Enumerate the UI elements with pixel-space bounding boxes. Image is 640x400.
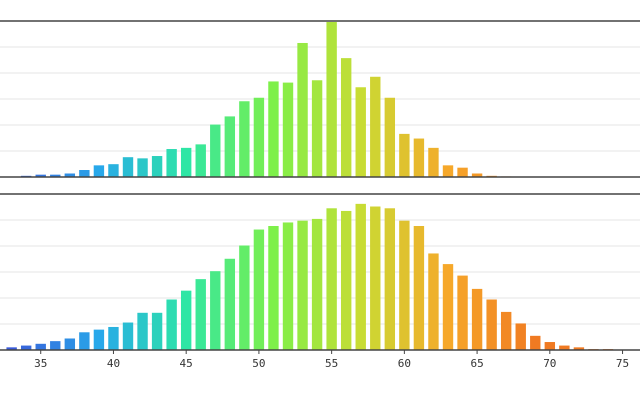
bottom-histogram-bar <box>471 288 483 350</box>
top-histogram-bar <box>108 164 119 177</box>
bottom-histogram-bar <box>93 329 105 350</box>
top-histogram-bar <box>297 42 308 178</box>
top-histogram-bar <box>282 82 294 177</box>
top-histogram-bar <box>79 170 90 177</box>
top-histogram-bar <box>384 97 396 177</box>
top-histogram-bar <box>64 173 76 177</box>
x-tick-label: 50 <box>252 357 265 370</box>
top-histogram-bar <box>413 138 425 177</box>
bottom-histogram-bar <box>108 326 119 350</box>
x-tick-label: 45 <box>180 357 193 370</box>
top-histogram-bar <box>428 147 439 177</box>
bottom-histogram-bar <box>79 332 90 350</box>
top-histogram-bar <box>340 58 352 177</box>
bottom-histogram-panel <box>0 193 640 351</box>
top-histogram-bar <box>471 173 483 177</box>
bottom-histogram-bar <box>413 226 425 350</box>
x-tick-label: 35 <box>34 357 47 370</box>
bottom-histogram-bar <box>195 279 206 350</box>
bottom-histogram-bar <box>384 208 396 350</box>
top-histogram-bar <box>195 144 206 177</box>
bottom-histogram-bar <box>50 341 61 350</box>
bottom-histogram-bar <box>137 312 148 350</box>
top-histogram-bar <box>35 174 46 177</box>
x-axis: 35 40 45 50 55 60 65 70 75 <box>34 350 629 370</box>
bottom-histogram-bar <box>544 342 556 350</box>
x-tick-label: 75 <box>616 357 629 370</box>
top-histogram-bar <box>180 147 192 177</box>
bottom-histogram-bar <box>355 203 366 350</box>
top-histogram-bar <box>370 76 381 177</box>
bottom-histogram-bar <box>268 226 279 350</box>
bottom-histogram-bar <box>180 290 192 350</box>
top-histogram-bar <box>210 124 221 177</box>
bottom-histogram-bar <box>6 347 17 350</box>
bottom-histogram-bar <box>297 220 308 350</box>
bottom-histogram-bar <box>399 220 410 350</box>
bottom-histogram-bar <box>573 347 585 350</box>
bottom-histogram-bar <box>442 264 454 350</box>
bottom-histogram-bar <box>457 275 468 350</box>
x-tick-label: 65 <box>470 357 483 370</box>
bottom-histogram-bar <box>64 338 76 350</box>
top-histogram-bar <box>93 165 105 177</box>
bottom-histogram-bar <box>311 218 323 350</box>
bottom-histogram-bar <box>253 229 265 350</box>
top-histogram-bar <box>137 158 148 177</box>
bottom-histogram-bar <box>500 311 512 350</box>
top-histogram-bar <box>166 149 177 177</box>
bottom-histogram-bar <box>559 345 570 350</box>
bottom-histogram-bar <box>166 299 177 350</box>
top-histogram-bar <box>326 22 337 177</box>
bottom-histogram-bar <box>326 208 337 350</box>
bottom-histogram-bar <box>210 271 221 350</box>
bottom-histogram-bar <box>151 312 163 350</box>
x-tick-label: 60 <box>398 357 411 370</box>
top-histogram-bar <box>239 101 250 177</box>
bottom-histogram-bar <box>224 258 236 350</box>
bottom-histogram-bar <box>530 335 541 350</box>
top-histogram-bar <box>399 133 410 177</box>
bottom-histogram-bar <box>282 222 294 350</box>
top-histogram-bar <box>50 174 61 177</box>
bottom-histogram-bar <box>515 323 526 350</box>
top-histogram-bar <box>122 157 134 177</box>
bottom-histogram-bar <box>122 322 134 350</box>
x-tick-label: 55 <box>325 357 338 370</box>
top-histogram-bar <box>355 87 366 177</box>
top-histogram-bar <box>253 97 265 177</box>
bottom-histogram-bar <box>370 206 381 350</box>
bottom-histogram-bar <box>486 299 497 350</box>
top-histogram-bar <box>224 116 236 177</box>
top-histogram-bar <box>268 81 279 177</box>
bottom-histogram-bar <box>239 245 250 350</box>
top-histogram-bar <box>457 167 468 177</box>
bottom-histogram-bar <box>35 343 46 350</box>
top-histogram-bar <box>151 156 163 177</box>
bottom-histogram-bar <box>428 253 439 350</box>
top-histogram-bar <box>311 80 323 177</box>
top-histogram-panel <box>0 20 640 178</box>
x-tick-label: 70 <box>543 357 556 370</box>
top-histogram-bar <box>442 165 454 177</box>
x-tick-label: 40 <box>107 357 120 370</box>
bottom-histogram-bar <box>340 210 352 350</box>
bottom-histogram-bar <box>20 345 32 350</box>
